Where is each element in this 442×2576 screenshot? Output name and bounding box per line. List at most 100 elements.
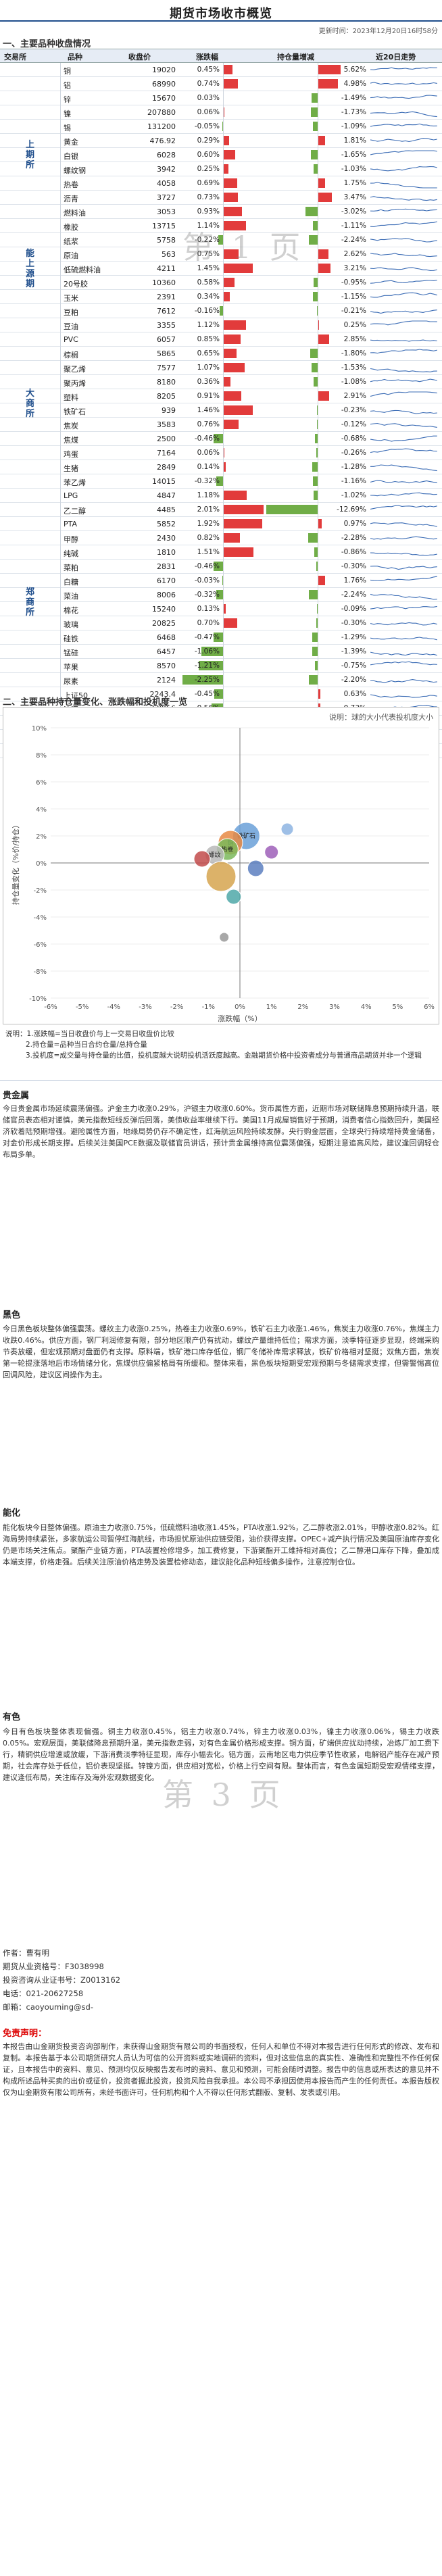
change-bar bbox=[214, 562, 223, 571]
oi-value: -0.30% bbox=[341, 562, 366, 570]
author-name: 作者：曹有明 bbox=[3, 1948, 49, 1958]
trend-sparkline bbox=[370, 150, 437, 155]
table-row: 热卷 4058 0.69% 1.75% bbox=[0, 176, 442, 191]
commodity-name: 上证50 bbox=[64, 691, 88, 700]
sparkline-path bbox=[370, 435, 437, 442]
close-price: 563 bbox=[162, 250, 176, 259]
close-price: 3727 bbox=[157, 193, 176, 202]
table-row: 沥青 3727 0.73% 3.47% bbox=[0, 191, 442, 205]
change-bar bbox=[223, 292, 230, 301]
trend-sparkline bbox=[370, 480, 437, 484]
change-bar bbox=[223, 491, 247, 500]
oi-bar bbox=[316, 405, 318, 415]
commodity-name: 锡 bbox=[64, 124, 71, 132]
scatter-point bbox=[205, 861, 237, 892]
x-tick-label: 0% bbox=[235, 1004, 245, 1011]
y-tick-label: 0% bbox=[36, 860, 47, 868]
trend-sparkline bbox=[370, 221, 437, 228]
change-value: -0.16% bbox=[194, 307, 220, 315]
commodity-name: 棉花 bbox=[64, 606, 78, 615]
oi-bar bbox=[310, 349, 318, 358]
oi-value: -1.09% bbox=[341, 122, 366, 130]
trend-sparkline bbox=[370, 166, 437, 172]
section-energy-title: 能化 bbox=[3, 1508, 21, 1518]
oi-bar bbox=[308, 590, 318, 599]
oi-value: -1.39% bbox=[341, 647, 366, 655]
change-value: 0.75% bbox=[197, 250, 220, 258]
trend-sparkline bbox=[370, 279, 437, 284]
author-email: 邮箱：caoyouming@sd- bbox=[3, 2002, 93, 2012]
author-license: 期货从业资格号：F3038998 bbox=[3, 1962, 104, 1971]
sparkline-path bbox=[370, 679, 437, 683]
author-phone: 电话：021-20627258 bbox=[3, 1989, 84, 1998]
section-black-title: 黑色 bbox=[3, 1310, 21, 1320]
change-value: 0.85% bbox=[197, 335, 220, 343]
sparkline-path bbox=[370, 694, 437, 698]
trend-sparkline bbox=[370, 138, 437, 143]
trend-sparkline bbox=[370, 492, 437, 497]
scatter-point bbox=[280, 822, 294, 836]
oi-value: -1.08% bbox=[341, 378, 366, 386]
commodity-name: 白糖 bbox=[64, 578, 78, 587]
commodity-name: 沥青 bbox=[64, 195, 78, 203]
table-row: 苹果 8570 -1.21% -0.75% bbox=[0, 659, 442, 673]
sparkline-path bbox=[370, 95, 437, 99]
close-price: 8205 bbox=[157, 392, 176, 401]
oi-value: -0.75% bbox=[341, 662, 366, 670]
change-value: 0.34% bbox=[197, 293, 220, 301]
commodity-name: PTA bbox=[64, 520, 78, 528]
commodity-name: 热卷 bbox=[64, 180, 78, 189]
change-bar bbox=[220, 306, 223, 316]
change-value: -1.06% bbox=[194, 647, 220, 655]
trend-sparkline bbox=[370, 320, 437, 326]
watermark-page1: 第 1 页 bbox=[182, 229, 305, 266]
close-price: 3053 bbox=[157, 207, 176, 216]
sparkline-path bbox=[370, 536, 437, 540]
close-price: 3583 bbox=[157, 420, 176, 429]
change-value: -0.03% bbox=[194, 576, 220, 585]
commodity-name: 生猪 bbox=[64, 464, 78, 473]
commodity-name: 铁矿石 bbox=[64, 407, 86, 416]
trend-sparkline bbox=[370, 605, 437, 610]
closing-table: 交易所 品种 收盘价 涨跌幅 持仓量增减 近20日走势 铜 19020 0.45% 5… bbox=[0, 49, 442, 758]
trend-sparkline bbox=[370, 435, 437, 442]
oi-value: -0.21% bbox=[341, 307, 366, 315]
trend-sparkline bbox=[370, 111, 437, 118]
change-value: -1.21% bbox=[194, 662, 220, 670]
sparkline-path bbox=[370, 566, 437, 570]
table-row: 苯乙烯 14015 -0.32% -1.16% bbox=[0, 474, 442, 489]
change-value: -0.32% bbox=[194, 591, 220, 599]
sparkline-path bbox=[370, 82, 437, 85]
oi-bar bbox=[318, 79, 338, 89]
change-bar bbox=[223, 405, 253, 415]
sparkline-path bbox=[370, 522, 437, 527]
commodity-name: 纸浆 bbox=[64, 237, 78, 246]
trend-sparkline bbox=[370, 464, 437, 472]
trend-sparkline bbox=[370, 694, 437, 698]
trend-sparkline bbox=[370, 536, 437, 540]
sparkline-path bbox=[370, 505, 437, 510]
oi-bar bbox=[313, 377, 318, 387]
close-price: 131200 bbox=[147, 122, 176, 131]
commodity-name: PVC bbox=[64, 335, 78, 344]
sparkline-path bbox=[370, 422, 437, 428]
commodity-name: 苯乙烯 bbox=[64, 478, 86, 487]
title-divider bbox=[0, 20, 442, 22]
trend-sparkline bbox=[370, 651, 437, 656]
sparkline-path bbox=[370, 339, 437, 342]
point-label: 螺纹 bbox=[209, 851, 221, 859]
oi-bar bbox=[318, 249, 328, 259]
oi-bar bbox=[318, 576, 325, 585]
change-value: 0.14% bbox=[197, 463, 220, 471]
divider bbox=[0, 1080, 442, 1081]
oi-bar bbox=[313, 476, 318, 486]
commodity-name: 焦炭 bbox=[64, 422, 78, 430]
sparkline-path bbox=[370, 150, 437, 155]
commodity-name: 燃料油 bbox=[64, 209, 86, 218]
table-row: 白糖 6170 -0.03% 1.76% bbox=[0, 574, 442, 588]
change-bar bbox=[218, 235, 223, 245]
close-price: 1810 bbox=[157, 548, 176, 557]
table-row: 尿素 2124 -2.25% -2.20% bbox=[0, 673, 442, 687]
sparkline-path bbox=[370, 238, 437, 243]
trend-sparkline bbox=[370, 410, 437, 414]
